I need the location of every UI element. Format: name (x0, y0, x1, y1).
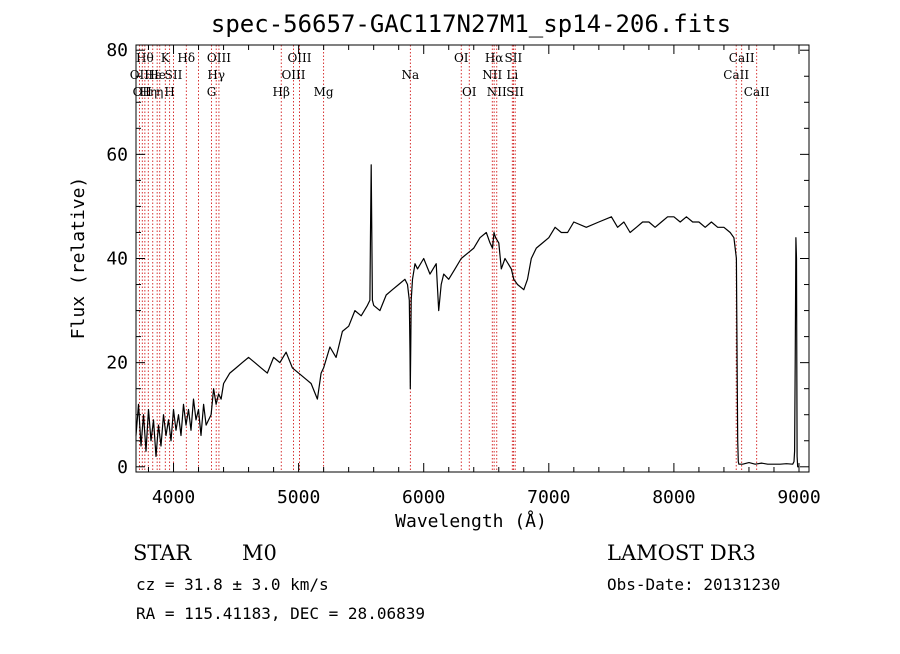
line-marker-label: SII (505, 51, 523, 65)
ra-dec: RA = 115.41183, DEC = 28.06839 (136, 604, 425, 623)
line-marker-label: Hα (485, 51, 504, 65)
line-marker-label: CaII (723, 68, 749, 82)
spectrum-line (135, 164, 799, 468)
x-axis: 4000 5000 6000 7000 8000 9000 (148, 45, 821, 508)
x-tick-label: 9000 (777, 487, 820, 508)
line-marker-label: H (164, 85, 174, 99)
x-tick-label: 8000 (652, 487, 695, 508)
y-tick-label: 80 (106, 40, 128, 61)
object-subclass: M0 (242, 541, 277, 565)
line-marker-label: NII (482, 68, 502, 82)
line-marker-label: OIII (207, 51, 231, 65)
x-tick-label: 5000 (277, 487, 320, 508)
line-marker-label: Hγ (207, 68, 225, 82)
line-marker-label: G (207, 85, 217, 99)
line-marker-label: CaII (729, 51, 755, 65)
line-marker-label: Li (506, 68, 518, 82)
line-marker-label: K (161, 51, 171, 65)
chart-title: spec-56657-GAC117N27M1_sp14-206.fits (211, 10, 731, 38)
line-marker-label: Na (402, 68, 420, 82)
redshift-cz: cz = 31.8 ± 3.0 km/s (136, 575, 329, 594)
y-axis: 0 20 40 60 80 (106, 40, 809, 478)
x-tick-label: 7000 (527, 487, 570, 508)
line-marker-label: η (156, 85, 163, 99)
x-tick-label: 6000 (402, 487, 445, 508)
line-marker-label: SII (506, 85, 524, 99)
line-marker-label: Hβ (273, 85, 290, 99)
y-tick-label: 20 (106, 353, 128, 374)
line-marker-label: SII (165, 68, 183, 82)
line-marker-label: Hη (139, 85, 157, 99)
line-marker-label: Hδ (177, 51, 195, 65)
plot-frame (135, 44, 810, 473)
line-marker-label: OI (462, 85, 477, 99)
line-marker-label: He (148, 68, 166, 82)
line-marker-label: OIII (287, 51, 311, 65)
y-tick-label: 40 (106, 249, 128, 270)
x-tick-label: 4000 (152, 487, 195, 508)
spectral-line-markers (138, 45, 758, 472)
y-axis-label: Flux (relative) (68, 177, 89, 340)
y-tick-label: 0 (117, 457, 128, 478)
line-marker-label: OII (133, 85, 153, 99)
x-axis-label: Wavelength (Å) (395, 510, 547, 532)
survey-name: LAMOST DR3 (607, 541, 756, 565)
observation-date: Obs-Date: 20131230 (607, 575, 780, 594)
line-marker-label: Hε (144, 68, 161, 82)
line-marker-label: CaII (744, 85, 770, 99)
line-marker-label: Mg (314, 85, 334, 99)
line-marker-label: OIII (281, 68, 305, 82)
object-class: STAR (133, 541, 192, 565)
line-marker-label: Hθ (136, 51, 154, 65)
line-marker-label: NII (487, 85, 507, 99)
y-tick-label: 60 (106, 144, 128, 165)
line-marker-label: OI (454, 51, 469, 65)
line-marker-label: OII (130, 68, 150, 82)
